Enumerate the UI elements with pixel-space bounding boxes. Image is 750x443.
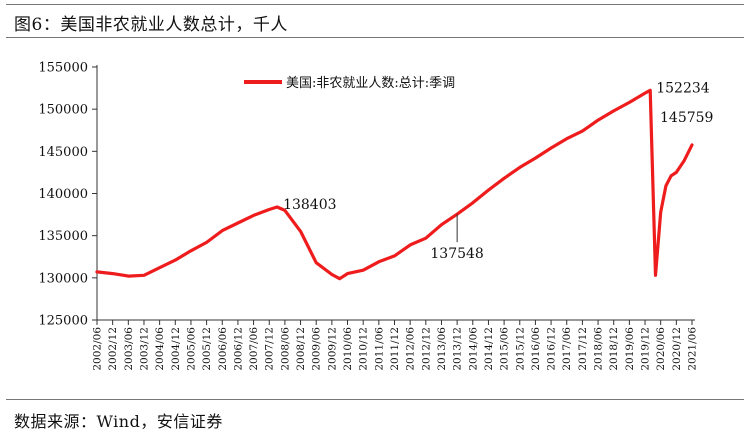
figure-source: 数据来源：Wind，安信证券 <box>14 412 223 431</box>
x-tick-label: 2017/12 <box>577 327 589 371</box>
title-rule <box>6 37 744 38</box>
x-tick-label: 2003/12 <box>138 327 150 371</box>
x-tick-label: 2017/06 <box>561 327 573 371</box>
x-tick-label: 2013/12 <box>452 327 464 371</box>
legend-label: 美国:非农就业人数:总计:季调 <box>286 76 455 91</box>
y-tick-label: 140000 <box>38 187 88 202</box>
x-tick-label: 2014/12 <box>483 327 495 371</box>
x-tick-label: 2014/06 <box>467 327 479 371</box>
x-tick-label: 2011/06 <box>373 327 385 371</box>
data-label: 138403 <box>283 197 336 213</box>
x-tick-label: 2015/06 <box>499 327 511 371</box>
y-tick-label: 155000 <box>38 61 88 76</box>
x-tick-label: 2007/06 <box>248 327 260 371</box>
x-tick-label: 2020/12 <box>671 327 683 371</box>
x-tick-label: 2010/06 <box>342 327 354 371</box>
y-tick-label: 135000 <box>38 229 88 244</box>
y-axis-ticks: 125000 130000 135000 140000 145000 150000 1550… <box>38 61 97 329</box>
x-tick-label: 2019/12 <box>640 327 652 371</box>
x-tick-label: 2018/06 <box>593 327 605 371</box>
y-tick-label: 130000 <box>38 271 88 286</box>
x-tick-label: 2005/06 <box>185 327 197 371</box>
x-tick-label: 2006/06 <box>217 327 229 371</box>
data-label: 137548 <box>430 246 483 262</box>
x-tick-label: 2006/12 <box>232 327 244 371</box>
x-tick-label: 2005/12 <box>201 327 213 371</box>
y-tick-label: 145000 <box>38 145 88 160</box>
x-axis-ticks: 2002/06 2002/12 2003/06 2003/12 2004/06 2004/… <box>92 320 699 371</box>
x-tick-label: 2018/12 <box>608 327 620 371</box>
x-tick-label: 2011/12 <box>389 327 401 371</box>
top-rule <box>6 4 744 5</box>
x-tick-label: 2012/12 <box>420 327 432 371</box>
x-tick-label: 2013/06 <box>436 327 448 371</box>
x-tick-label: 2010/12 <box>358 327 370 371</box>
x-tick-label: 2012/06 <box>405 327 417 371</box>
x-tick-label: 2021/06 <box>687 327 699 371</box>
chart-axes <box>96 65 695 321</box>
x-tick-label: 2007/12 <box>264 327 276 371</box>
data-label: 152234 <box>656 80 710 96</box>
y-tick-label: 150000 <box>38 103 88 118</box>
figure-title: 图6：美国非农就业人数总计，千人 <box>14 15 288 35</box>
y-tick-label: 125000 <box>38 314 88 329</box>
x-tick-label: 2009/06 <box>311 327 323 371</box>
source-rule <box>6 399 744 400</box>
x-tick-label: 2003/06 <box>123 327 135 371</box>
series-layer <box>95 88 694 281</box>
x-tick-label: 2008/06 <box>279 327 291 371</box>
chart-legend: 美国:非农就业人数:总计:季调 <box>244 76 455 91</box>
x-tick-label: 2002/06 <box>92 327 104 371</box>
x-tick-label: 2019/06 <box>624 327 636 371</box>
x-tick-label: 2015/12 <box>514 327 526 371</box>
x-tick-label: 2008/12 <box>295 327 307 371</box>
x-tick-label: 2009/12 <box>326 327 338 371</box>
series-line <box>95 88 694 281</box>
x-tick-label: 2004/12 <box>170 327 182 371</box>
x-tick-label: 2016/06 <box>530 327 542 371</box>
data-label: 145759 <box>660 110 713 126</box>
x-tick-label: 2020/06 <box>655 327 667 371</box>
x-tick-label: 2004/06 <box>154 327 166 371</box>
chart-annotations: 152234 145759 138403 137548 <box>283 80 713 262</box>
x-tick-label: 2002/12 <box>107 327 119 371</box>
x-tick-label: 2016/12 <box>546 327 558 371</box>
